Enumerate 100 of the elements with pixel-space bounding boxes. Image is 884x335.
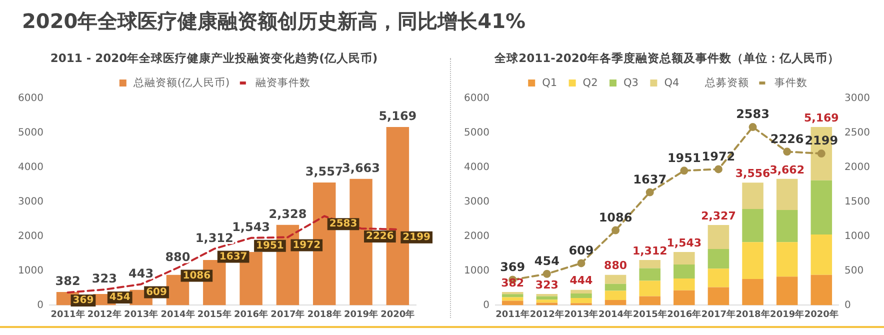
text: 总募资额 [704, 76, 749, 89]
bar [536, 296, 558, 300]
data-label: 1972 [292, 240, 321, 251]
data-label: 5,169 [378, 109, 417, 124]
x-tick-label: 2012年 [530, 308, 564, 320]
x-tick-label: 2013年 [124, 308, 158, 320]
point [714, 165, 722, 174]
data-label: 1086 [598, 210, 632, 224]
total-label: 323 [535, 278, 558, 292]
x-tick-label: 2011年 [496, 308, 530, 320]
y-tick-label: 0 [37, 300, 44, 311]
legend-label: 融资事件数 [255, 76, 310, 89]
total-label: 1,543 [666, 236, 702, 250]
y-tick-label: 2000 [464, 230, 490, 242]
total-label: 5,169 [804, 111, 839, 124]
data-label: 609 [146, 286, 168, 298]
bar [742, 182, 764, 209]
total-label: 2,327 [701, 209, 736, 222]
bar [776, 242, 798, 277]
y-tick-label: 5000 [18, 127, 44, 138]
data-label: 1951 [667, 150, 701, 165]
data-label: 2583 [329, 218, 358, 230]
total-label: 880 [604, 259, 628, 272]
y2-tick-label: 1500 [844, 196, 870, 208]
bar [776, 210, 798, 242]
y2-tick-label: 0 [844, 300, 851, 311]
x-tick-label: 2018年 [736, 308, 770, 320]
total-label: 3,556 [735, 166, 771, 180]
bar [810, 234, 832, 275]
bar [674, 264, 695, 278]
point [646, 188, 654, 196]
data-label: 369 [500, 260, 526, 274]
bar [674, 290, 695, 306]
data-label: 2,328 [268, 207, 307, 222]
x-tick-label: 2016年 [667, 308, 702, 320]
x-tick-label: 2011年 [50, 308, 85, 320]
bar [604, 274, 626, 284]
chart-title: 全球2011-2020年各季度融资总额及事件数（单位：亿人民币） [494, 50, 840, 65]
x-tick-label: 2019年 [344, 308, 378, 320]
data-label: 369 [72, 295, 94, 306]
legend-label: Q4 [664, 76, 680, 89]
bar [604, 290, 626, 300]
data-label: 609 [568, 243, 594, 258]
y2-tick-label: 2000 [844, 162, 870, 173]
y-tick-label: 3000 [18, 196, 44, 208]
x-tick-label: 2018年 [307, 308, 342, 320]
data-label: 1637 [633, 172, 667, 186]
data-label: 3,663 [342, 161, 380, 176]
y-tick-label: 1000 [18, 265, 44, 276]
bar [502, 300, 524, 306]
bar [604, 300, 626, 306]
bar [570, 293, 592, 298]
legend-label: 事件数 [774, 76, 808, 89]
x-tick-label: 2015年 [632, 308, 667, 320]
point [748, 123, 757, 132]
bar [742, 242, 764, 279]
point [817, 150, 826, 158]
data-label: 2583 [736, 107, 770, 122]
y-tick-label: 6000 [18, 92, 44, 104]
x-tick-label: 2012年 [87, 308, 122, 320]
bar [536, 300, 558, 303]
legend-label: Q1 [542, 76, 558, 89]
point [612, 226, 620, 234]
y-tick-label: 5000 [464, 127, 490, 138]
bar [674, 252, 695, 265]
y-tick-label: 0 [483, 300, 490, 311]
data-label: 2199 [402, 232, 431, 243]
bar [639, 260, 660, 268]
legend-label: Q3 [624, 76, 638, 89]
legend-label: Q2 [582, 76, 598, 89]
data-label: 1951 [256, 240, 284, 252]
data-label: 1972 [702, 149, 736, 164]
y-tick-label: 4000 [464, 162, 490, 173]
bar [639, 268, 660, 281]
legend-label: 总融资额(亿人民币) [132, 76, 230, 89]
point [542, 270, 551, 278]
data-label: 382 [55, 274, 80, 288]
bar [674, 278, 695, 290]
data-label: 880 [165, 250, 190, 264]
bar [708, 287, 730, 306]
x-tick-label: 2019年 [770, 308, 804, 320]
y2-tick-label: 2500 [844, 127, 870, 138]
data-label: 2226 [366, 231, 394, 242]
data-label: 454 [109, 292, 130, 304]
bar [708, 248, 730, 269]
x-tick-label: 2014年 [598, 308, 633, 320]
y2-tick-label: 500 [844, 265, 864, 276]
x-tick-label: 2020年 [804, 308, 838, 320]
y-tick-label: 2000 [18, 230, 44, 242]
y2-tick-label: 3000 [844, 92, 870, 104]
x-tick-label: 2014年 [160, 308, 195, 320]
data-label: 323 [92, 272, 117, 286]
x-tick-label: 2017年 [270, 308, 305, 320]
point [680, 166, 688, 175]
total-label: 444 [570, 274, 594, 288]
bar [570, 290, 592, 294]
total-label: 382 [501, 276, 524, 290]
x-tick-label: 2020年 [380, 308, 415, 320]
bar [742, 278, 764, 306]
y-tick-label: 1000 [464, 265, 490, 276]
